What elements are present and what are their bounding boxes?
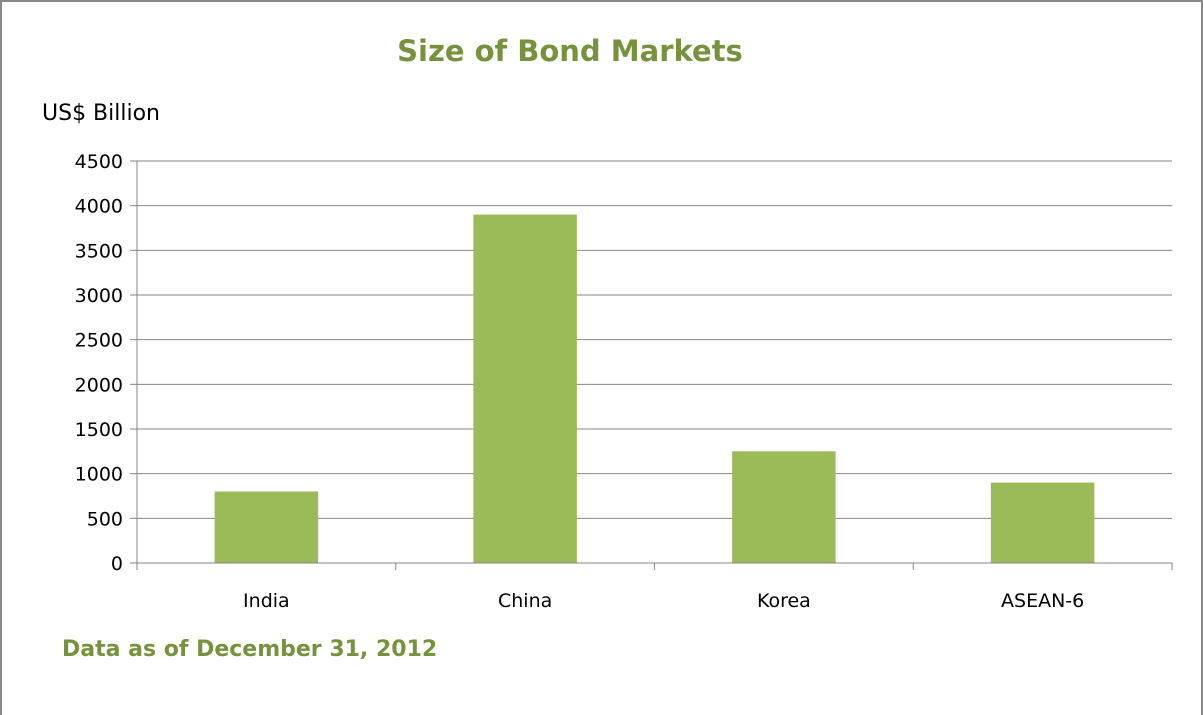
x-tick-label: Korea xyxy=(757,590,811,612)
axes xyxy=(130,160,1173,570)
y-tick-label: 2500 xyxy=(75,330,123,352)
x-tick-label: India xyxy=(243,590,290,612)
y-axis-label: US$ Billion xyxy=(42,101,161,126)
bar-india xyxy=(214,491,319,563)
y-tick-label: 500 xyxy=(87,508,123,530)
bar-korea xyxy=(732,451,836,563)
chart-title: Size of Bond Markets xyxy=(397,34,743,68)
y-tick-labels: 0 500 1000 1500 2000 2500 3000 3500 4000 4500 xyxy=(75,151,123,575)
y-tick-label: 4500 xyxy=(75,151,123,173)
y-tick-label: 4000 xyxy=(75,196,123,218)
y-tick-label: 3000 xyxy=(75,285,123,307)
y-tick-label: 3500 xyxy=(75,240,123,262)
x-tick-label: ASEAN-6 xyxy=(1001,590,1084,612)
y-tick-label: 2000 xyxy=(75,374,123,396)
bar-asean-6 xyxy=(990,482,1095,563)
x-tick-label: China xyxy=(498,590,552,612)
gridlines xyxy=(137,160,1172,519)
y-tick-label: 1000 xyxy=(75,464,123,486)
y-tick-label: 0 xyxy=(111,553,123,575)
bar-china xyxy=(473,214,577,563)
y-tick-label: 1500 xyxy=(75,419,123,441)
bars xyxy=(214,214,1095,563)
data-date-note: Data as of December 31, 2012 xyxy=(62,637,438,662)
x-tick-labels: India China Korea ASEAN-6 xyxy=(243,590,1084,612)
